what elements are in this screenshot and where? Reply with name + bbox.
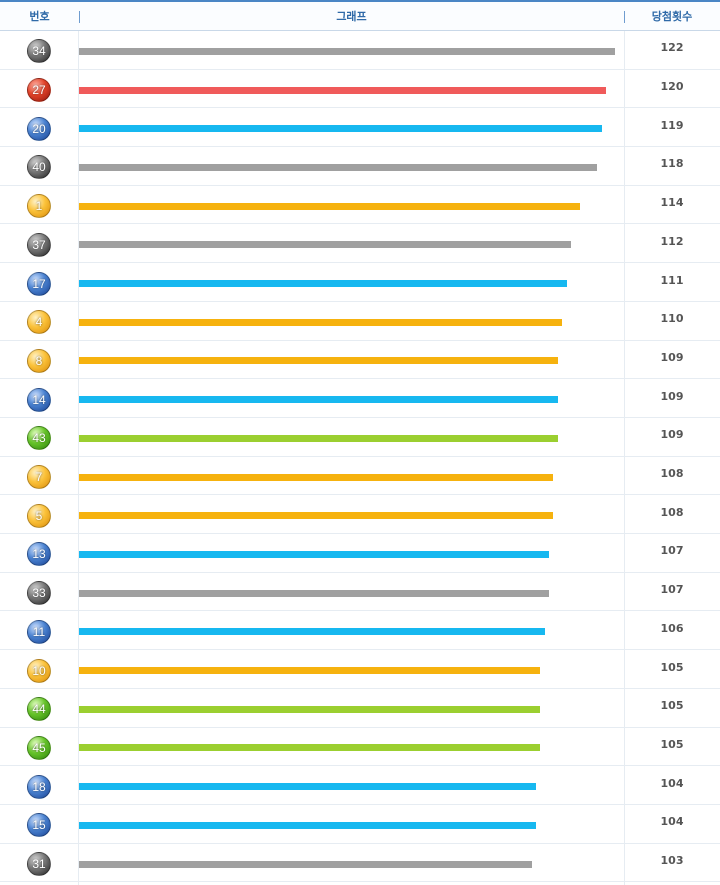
frequency-bar (79, 744, 541, 752)
count-label: 105 (660, 699, 684, 713)
table-row: 33 107 (0, 573, 720, 612)
header-separator (624, 11, 625, 23)
count-label: 111 (660, 273, 684, 287)
table-row: 18 104 (0, 766, 720, 805)
table-row: 5 108 (0, 495, 720, 535)
table-row: 10 105 (0, 650, 720, 689)
table-row: 15 104 (0, 805, 720, 844)
frequency-bar (79, 550, 550, 558)
count-label: 105 (660, 660, 684, 674)
frequency-bar (79, 705, 541, 713)
number-ball: 43 (27, 426, 51, 451)
number-ball: 44 (27, 697, 51, 722)
count-label: 106 (660, 621, 684, 635)
frequency-bar (79, 512, 554, 520)
number-ball: 8 (27, 348, 51, 373)
number-ball: 11 (27, 619, 51, 644)
number-ball: 34 (27, 39, 51, 64)
number-ball: 33 (27, 581, 51, 606)
table-row: 20 119 (0, 108, 720, 148)
number-ball: 40 (27, 155, 51, 180)
number-ball: 5 (27, 503, 51, 528)
frequency-bar (79, 47, 615, 55)
frequency-bar (79, 396, 558, 404)
count-label: 118 (660, 157, 684, 171)
count-label: 108 (660, 505, 684, 519)
table-row: 17 111 (0, 263, 720, 302)
count-label: 109 (660, 389, 684, 403)
table-row: 1 114 (0, 186, 720, 225)
number-ball: 13 (27, 542, 51, 567)
table-row: 7 108 (0, 457, 720, 496)
frequency-bar (79, 202, 580, 210)
frequency-bar (79, 783, 536, 791)
number-ball: 4 (27, 310, 51, 335)
frequency-bar (79, 125, 602, 133)
count-label: 122 (660, 41, 684, 55)
column-divider (624, 31, 625, 885)
number-ball: 18 (27, 774, 51, 799)
table-row: 27 120 (0, 70, 720, 109)
table-row: 11 106 (0, 612, 720, 651)
header-count: 당첨횟수 (651, 10, 693, 23)
header-graph: 그래프 (336, 10, 367, 23)
count-label: 119 (660, 118, 684, 132)
frequency-bar (79, 434, 558, 442)
frequency-bar (79, 241, 572, 249)
table-header: 번호 그래프 당첨횟수 (0, 0, 720, 31)
frequency-bar (79, 860, 532, 868)
frequency-bar (79, 589, 550, 597)
number-ball: 27 (27, 78, 51, 103)
table-row: 40 118 (0, 147, 720, 186)
frequency-bar (79, 163, 598, 171)
table-row: 37 112 (0, 225, 720, 264)
count-label: 109 (660, 350, 684, 364)
table-row: 31 103 (0, 844, 720, 883)
table-row: 34 122 (0, 31, 720, 70)
frequency-bar (79, 318, 563, 326)
count-label: 110 (660, 312, 684, 326)
table-row: 8 109 (0, 341, 720, 380)
count-label: 104 (660, 776, 684, 790)
column-divider (78, 31, 79, 885)
table-row: 4 110 (0, 302, 720, 341)
number-ball: 1 (27, 194, 51, 219)
count-label: 104 (660, 815, 684, 829)
number-ball: 15 (27, 813, 51, 838)
frequency-bar (79, 357, 558, 365)
number-ball: 10 (27, 658, 51, 683)
count-label: 107 (660, 583, 684, 597)
number-ball: 7 (27, 465, 51, 490)
count-label: 114 (660, 196, 684, 210)
number-ball: 20 (27, 116, 51, 141)
number-ball: 14 (27, 387, 51, 412)
table-row: 14 109 (0, 379, 720, 418)
table-row: 13 107 (0, 534, 720, 573)
count-label: 108 (660, 467, 684, 481)
frequency-bar (79, 628, 545, 636)
count-label: 105 (660, 737, 684, 751)
count-label: 109 (660, 428, 684, 442)
frequency-bar (79, 821, 536, 829)
table-row: 44 105 (0, 689, 720, 728)
number-ball: 31 (27, 852, 51, 877)
header-separator (79, 11, 80, 23)
number-ball: 37 (27, 232, 51, 257)
table-row: 45 105 (0, 728, 720, 767)
count-label: 107 (660, 544, 684, 558)
number-ball: 17 (27, 271, 51, 296)
number-ball: 45 (27, 735, 51, 760)
table-row: 43 109 (0, 418, 720, 457)
count-label: 112 (660, 234, 684, 248)
frequency-bar (79, 473, 554, 481)
frequency-bar (79, 667, 541, 675)
frequency-bar (79, 280, 567, 288)
count-label: 103 (660, 854, 684, 868)
header-number: 번호 (29, 10, 50, 23)
frequency-bar (79, 86, 607, 94)
count-label: 120 (660, 80, 684, 94)
